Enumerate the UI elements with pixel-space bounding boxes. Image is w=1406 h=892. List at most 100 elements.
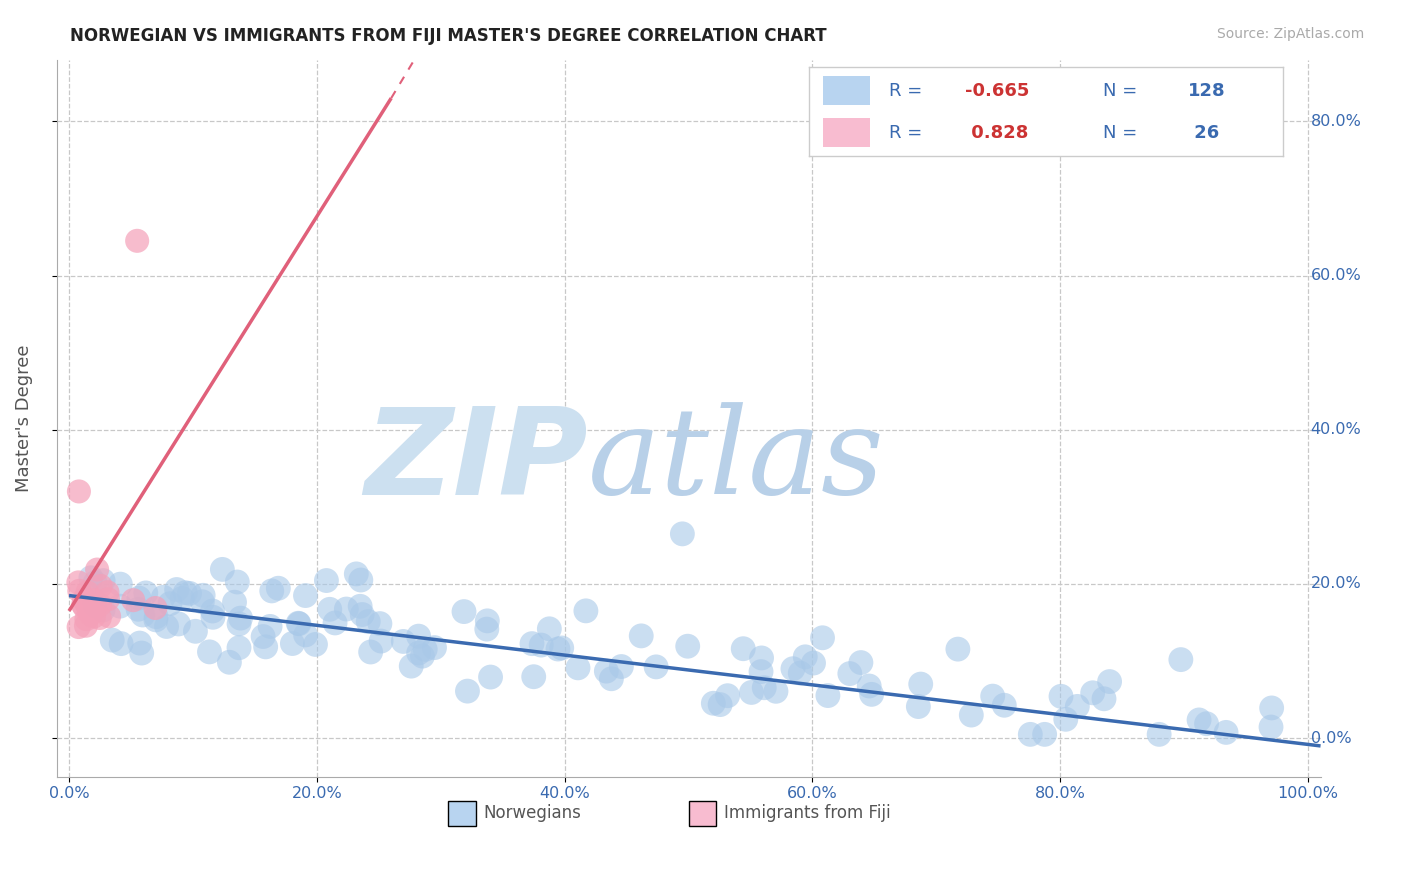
Point bbox=[789, 666, 811, 681]
Point bbox=[90, 579, 112, 593]
Point bbox=[860, 687, 883, 701]
Point bbox=[782, 662, 804, 676]
Point bbox=[1050, 690, 1073, 704]
Point bbox=[218, 655, 240, 669]
Point bbox=[349, 599, 371, 614]
Point bbox=[960, 708, 983, 723]
Point bbox=[110, 637, 132, 651]
Point bbox=[423, 640, 446, 655]
Text: Source: ZipAtlas.com: Source: ZipAtlas.com bbox=[1216, 27, 1364, 41]
Point bbox=[80, 607, 103, 622]
Point bbox=[709, 698, 731, 712]
Point bbox=[981, 689, 1004, 703]
Point bbox=[453, 605, 475, 619]
Point bbox=[350, 573, 373, 587]
Point bbox=[75, 618, 97, 632]
Point bbox=[131, 646, 153, 660]
Text: 60.0%: 60.0% bbox=[1310, 268, 1361, 283]
Point bbox=[179, 586, 201, 600]
Point bbox=[145, 613, 167, 627]
Text: atlas: atlas bbox=[588, 402, 884, 520]
Point bbox=[75, 595, 97, 609]
Point bbox=[575, 604, 598, 618]
Text: ZIP: ZIP bbox=[364, 402, 588, 520]
Point bbox=[254, 640, 277, 654]
Point bbox=[84, 599, 107, 613]
Point bbox=[1215, 725, 1237, 739]
Point bbox=[267, 581, 290, 595]
Point bbox=[76, 585, 98, 599]
Point bbox=[765, 684, 787, 698]
Point bbox=[166, 582, 188, 597]
Point bbox=[413, 642, 436, 657]
Point bbox=[838, 666, 860, 681]
Point bbox=[368, 616, 391, 631]
Text: 40.0%: 40.0% bbox=[1310, 422, 1361, 437]
Point bbox=[600, 672, 623, 686]
Point bbox=[411, 649, 433, 664]
Point bbox=[226, 574, 249, 589]
Point bbox=[1188, 713, 1211, 727]
Point bbox=[849, 656, 872, 670]
Point bbox=[211, 562, 233, 576]
Point bbox=[323, 615, 346, 630]
Point bbox=[288, 616, 311, 631]
Point bbox=[294, 589, 316, 603]
Point bbox=[1170, 652, 1192, 666]
Point bbox=[89, 611, 111, 625]
Point bbox=[315, 574, 337, 588]
Point bbox=[475, 622, 498, 636]
Point bbox=[172, 591, 194, 606]
Point bbox=[96, 585, 118, 599]
Point bbox=[344, 566, 367, 581]
Point bbox=[72, 598, 94, 612]
Point bbox=[530, 638, 553, 652]
Point bbox=[352, 607, 374, 622]
Point bbox=[630, 629, 652, 643]
Point bbox=[817, 689, 839, 703]
Point bbox=[858, 679, 880, 693]
Point bbox=[191, 588, 214, 602]
Point bbox=[610, 659, 633, 673]
Point bbox=[128, 636, 150, 650]
Point bbox=[1260, 720, 1282, 734]
Point bbox=[717, 689, 740, 703]
Point bbox=[399, 659, 422, 673]
Point bbox=[645, 660, 668, 674]
Point bbox=[287, 616, 309, 631]
Point bbox=[229, 611, 252, 625]
FancyBboxPatch shape bbox=[689, 801, 717, 825]
Point bbox=[201, 610, 224, 624]
Point bbox=[174, 585, 197, 599]
Point bbox=[91, 603, 114, 617]
Point bbox=[794, 649, 817, 664]
Text: Immigrants from Fiji: Immigrants from Fiji bbox=[724, 805, 890, 822]
Point bbox=[97, 592, 120, 607]
Point bbox=[335, 602, 357, 616]
Point bbox=[73, 599, 96, 614]
Point bbox=[392, 634, 415, 648]
Point bbox=[83, 609, 105, 624]
Point bbox=[1081, 686, 1104, 700]
Point bbox=[75, 596, 97, 610]
Point bbox=[754, 681, 776, 695]
Point bbox=[73, 592, 96, 607]
Point bbox=[86, 563, 108, 577]
Point bbox=[98, 609, 121, 624]
Point bbox=[294, 628, 316, 642]
Point bbox=[547, 642, 569, 657]
Text: NORWEGIAN VS IMMIGRANTS FROM FIJI MASTER'S DEGREE CORRELATION CHART: NORWEGIAN VS IMMIGRANTS FROM FIJI MASTER… bbox=[70, 27, 827, 45]
Point bbox=[595, 664, 617, 678]
Point bbox=[360, 645, 382, 659]
Point bbox=[1066, 699, 1088, 714]
Point bbox=[1260, 701, 1282, 715]
Point bbox=[946, 642, 969, 657]
Point bbox=[80, 571, 103, 585]
Point bbox=[993, 698, 1015, 713]
Point bbox=[1054, 712, 1077, 726]
Text: 20.0%: 20.0% bbox=[1310, 576, 1361, 591]
Point bbox=[101, 633, 124, 648]
Point bbox=[83, 593, 105, 607]
Point bbox=[408, 629, 430, 643]
Point bbox=[122, 593, 145, 607]
